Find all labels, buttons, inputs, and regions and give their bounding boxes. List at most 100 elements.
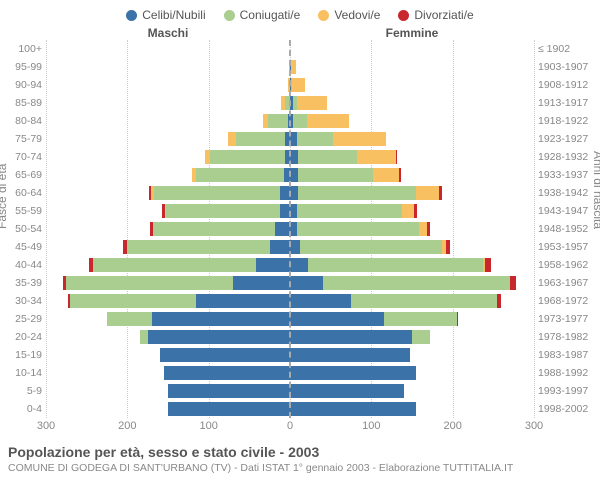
bar-segment xyxy=(290,312,384,326)
bar-segment xyxy=(290,240,300,254)
bar-row xyxy=(290,382,534,400)
bar-segment xyxy=(160,348,290,362)
birth-label: 1913-1917 xyxy=(534,94,600,112)
bar-row xyxy=(46,274,290,292)
bar-segment xyxy=(140,330,148,344)
legend-swatch xyxy=(318,10,329,21)
birth-label: 1953-1957 xyxy=(534,238,600,256)
bar-segment xyxy=(446,240,450,254)
bar-segment xyxy=(168,384,290,398)
bar-row xyxy=(46,382,290,400)
birth-label: ≤ 1902 xyxy=(534,40,600,58)
bar-row xyxy=(290,166,534,184)
age-label: 100+ xyxy=(0,40,46,58)
bar-segment xyxy=(373,168,399,182)
bar-row xyxy=(290,364,534,382)
legend-label: Celibi/Nubili xyxy=(142,8,205,22)
birth-label: 1983-1987 xyxy=(534,346,600,364)
bar-row xyxy=(46,202,290,220)
bar-segment xyxy=(256,258,290,272)
bar-row xyxy=(46,220,290,238)
bar-row xyxy=(290,256,534,274)
bar-row xyxy=(46,130,290,148)
bar-row xyxy=(290,274,534,292)
birth-label: 1993-1997 xyxy=(534,382,600,400)
bar-segment xyxy=(153,222,275,236)
bar-row xyxy=(46,256,290,274)
bar-row xyxy=(290,238,534,256)
bar-segment xyxy=(152,312,290,326)
birth-label: 1968-1972 xyxy=(534,292,600,310)
bar-segment xyxy=(228,132,236,146)
bar-segment xyxy=(333,132,386,146)
bar-row xyxy=(46,166,290,184)
chart-title: Popolazione per età, sesso e stato civil… xyxy=(0,438,600,462)
bar-row xyxy=(290,310,534,328)
age-label: 80-84 xyxy=(0,112,46,130)
age-label: 90-94 xyxy=(0,76,46,94)
legend-label: Divorziati/e xyxy=(414,8,473,22)
legend-item: Divorziati/e xyxy=(398,8,473,22)
age-label: 35-39 xyxy=(0,274,46,292)
bar-segment xyxy=(290,384,404,398)
legend-swatch xyxy=(398,10,409,21)
bar-segment xyxy=(210,150,285,164)
birth-label: 1923-1927 xyxy=(534,130,600,148)
x-tick: 100 xyxy=(199,420,217,432)
bar-segment xyxy=(298,186,416,200)
x-tick: 200 xyxy=(443,420,461,432)
age-label: 75-79 xyxy=(0,130,46,148)
bar-row xyxy=(46,292,290,310)
bar-row xyxy=(46,346,290,364)
birth-label: 1963-1967 xyxy=(534,274,600,292)
bar-segment xyxy=(419,222,427,236)
bar-segment xyxy=(164,366,290,380)
bar-segment xyxy=(168,402,290,416)
birth-label: 1973-1977 xyxy=(534,310,600,328)
bar-row xyxy=(46,310,290,328)
x-tick: 300 xyxy=(37,420,55,432)
bar-segment xyxy=(414,204,416,218)
bar-segment xyxy=(154,186,280,200)
bar-segment xyxy=(298,168,373,182)
x-tick: 100 xyxy=(362,420,380,432)
age-label: 0-4 xyxy=(0,400,46,418)
bar-row xyxy=(290,58,534,76)
x-ticks: 3002001000100200300 xyxy=(46,418,534,438)
bar-row xyxy=(46,76,290,94)
birth-label: 1978-1982 xyxy=(534,328,600,346)
bar-segment xyxy=(298,150,357,164)
bar-segment xyxy=(457,312,459,326)
bar-segment xyxy=(290,168,298,182)
bar-segment xyxy=(291,60,296,74)
bar-segment xyxy=(290,186,298,200)
legend-item: Vedovi/e xyxy=(318,8,380,22)
birth-label: 1998-2002 xyxy=(534,400,600,418)
bar-segment xyxy=(127,240,269,254)
age-label: 20-24 xyxy=(0,328,46,346)
bar-row xyxy=(46,94,290,112)
bar-segment xyxy=(497,294,501,308)
bar-row xyxy=(290,94,534,112)
x-tick: 300 xyxy=(525,420,543,432)
legend-item: Coniugati/e xyxy=(224,8,301,22)
legend-label: Coniugati/e xyxy=(240,8,301,22)
bar-segment xyxy=(290,258,308,272)
bars-container xyxy=(46,40,534,418)
bar-segment xyxy=(70,294,196,308)
bar-segment xyxy=(290,348,410,362)
bar-row xyxy=(290,328,534,346)
bar-segment xyxy=(308,258,483,272)
age-label: 25-29 xyxy=(0,310,46,328)
bar-row xyxy=(290,220,534,238)
bar-segment xyxy=(384,312,457,326)
population-pyramid-chart: Celibi/Nubili Coniugati/e Vedovi/e Divorzia… xyxy=(0,0,600,500)
bar-segment xyxy=(66,276,233,290)
bar-segment xyxy=(510,276,516,290)
x-tick: 0 xyxy=(287,420,293,432)
age-label: 10-14 xyxy=(0,364,46,382)
bar-segment xyxy=(396,150,398,164)
birth-label: 1908-1912 xyxy=(534,76,600,94)
bar-row xyxy=(290,346,534,364)
bar-segment xyxy=(412,330,430,344)
